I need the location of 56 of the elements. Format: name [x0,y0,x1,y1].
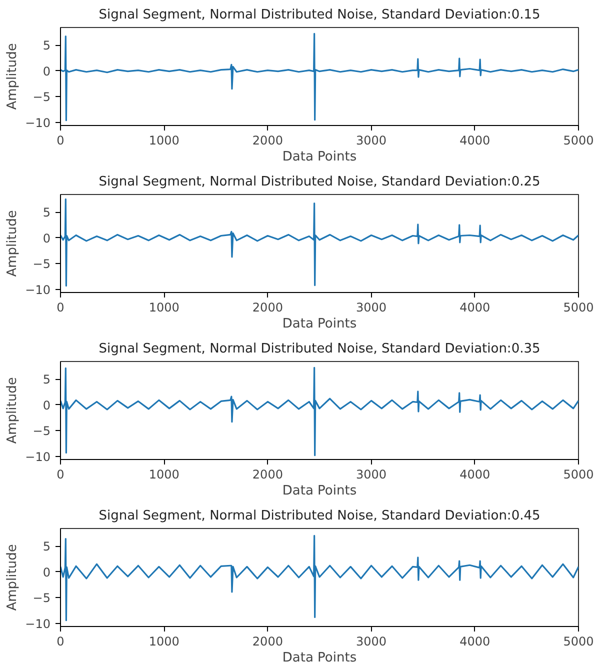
chart-title: Signal Segment, Normal Distributed Noise, Standard Deviation:0.45 [98,508,540,524]
y-tick-label: −5 [32,257,51,272]
y-tick-label: 0 [42,64,51,78]
x-tick-label: 5000 [563,134,594,148]
y-tick-label: −5 [32,90,51,104]
y-tick-label: −5 [32,424,51,438]
x-tick-label: 2000 [252,634,283,648]
y-tick-label: 0 [42,565,51,580]
x-axis-title: Data Points [282,484,357,498]
x-tick-label: 1000 [148,300,180,314]
line-series [60,366,578,456]
x-tick-label: 1000 [148,634,180,648]
x-tick-label: 3000 [356,134,387,148]
y-tick-label: 5 [42,38,51,53]
y-tick-label: −10 [25,282,51,297]
y-tick-label: 5 [42,206,51,220]
x-tick-label: 3000 [356,468,387,482]
y-tick-label: −10 [25,450,51,464]
x-tick-label: 1000 [148,468,180,482]
y-tick-label: −10 [25,616,51,631]
x-tick-label: 4000 [460,134,490,148]
x-tick-label: 0 [56,468,64,482]
x-tick-label: 0 [56,634,64,648]
x-tick-label: 0 [56,134,64,148]
x-tick-label: 3000 [356,300,387,314]
line-series [60,534,578,622]
y-tick-label: −10 [25,116,51,130]
x-tick-label: 2000 [252,134,283,148]
x-tick-label: 2000 [252,468,283,482]
y-tick-label: 5 [42,540,51,554]
y-tick-label: 5 [42,372,51,387]
y-axis-title: Amplitude [5,377,20,444]
x-axis-title: Data Points [282,650,357,666]
chart-title: Signal Segment, Normal Distributed Noise, Standard Deviation:0.35 [98,342,540,356]
y-tick-label: 0 [42,398,51,412]
line-series [60,198,578,287]
x-tick-label: 0 [56,300,64,314]
line-series [60,32,578,122]
x-axis-title: Data Points [282,316,357,332]
x-tick-label: 3000 [356,634,387,648]
y-tick-label: 0 [42,231,51,246]
x-tick-label: 5000 [563,300,594,314]
x-tick-label: 4000 [460,468,490,482]
x-tick-label: 4000 [460,300,490,314]
x-tick-label: 2000 [252,300,283,314]
y-tick-label: −5 [32,591,51,606]
x-tick-label: 4000 [460,634,490,648]
chart-title: Signal Segment, Normal Distributed Noise, Standard Deviation:0.15 [98,8,540,22]
x-tick-label: 1000 [148,134,180,148]
x-axis-title: Data Points [282,150,357,164]
y-axis-title: Amplitude [5,210,20,277]
y-axis-title: Amplitude [5,43,20,110]
x-tick-label: 5000 [563,468,594,482]
x-tick-label: 5000 [563,634,594,648]
chart-title: Signal Segment, Normal Distributed Noise, Standard Deviation:0.25 [98,174,540,190]
y-axis-title: Amplitude [5,544,20,611]
